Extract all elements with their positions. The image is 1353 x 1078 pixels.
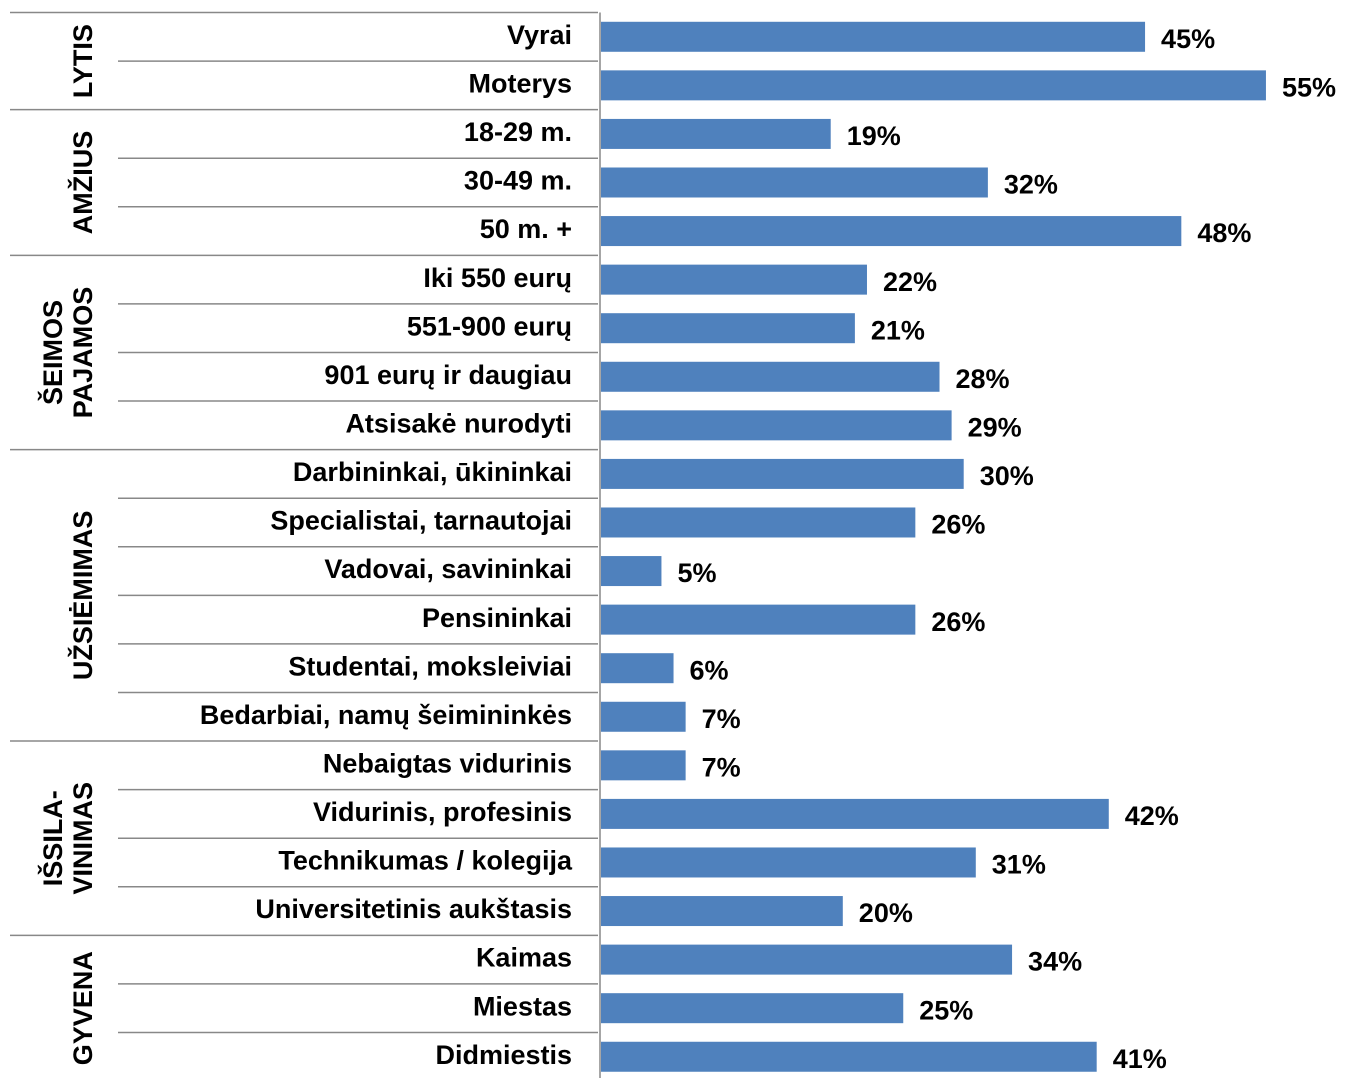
category-label: Nebaigtas vidurinis xyxy=(323,748,572,778)
value-label: 30% xyxy=(980,461,1034,491)
category-label: 18-29 m. xyxy=(464,117,572,147)
category-label: Universitetinis aukštasis xyxy=(255,894,572,924)
category-label: 50 m. + xyxy=(480,214,572,244)
category-label: Vyrai xyxy=(507,20,572,50)
bar xyxy=(601,847,976,878)
category-label: Iki 550 eurų xyxy=(423,263,572,293)
group-label: PAJAMOS xyxy=(68,287,98,419)
category-label: Specialistai, tarnautojai xyxy=(270,506,572,536)
category-label: Moterys xyxy=(468,68,572,98)
bar xyxy=(601,701,686,732)
bar xyxy=(601,750,686,781)
group-label: VINIMAS xyxy=(68,782,98,895)
bar xyxy=(601,993,904,1024)
bar xyxy=(601,798,1109,829)
category-label: Miestas xyxy=(473,991,572,1021)
bar xyxy=(601,264,867,295)
value-label: 45% xyxy=(1161,24,1215,54)
bar xyxy=(601,507,916,538)
bar xyxy=(601,653,674,684)
value-label: 32% xyxy=(1004,170,1058,200)
group-label: UŽSIĖMIMAS xyxy=(67,511,98,681)
bar xyxy=(601,944,1013,975)
bar xyxy=(601,410,952,441)
category-label: Pensininkai xyxy=(422,603,572,633)
value-label: 29% xyxy=(968,412,1022,442)
value-label: 6% xyxy=(690,655,729,685)
bar xyxy=(601,604,916,635)
category-label: Atsisakė nurodyti xyxy=(345,408,572,438)
category-label: Kaimas xyxy=(476,943,572,973)
group-label: LYTIS xyxy=(68,24,98,98)
value-label: 28% xyxy=(956,364,1010,394)
group-label: AMŽIUS xyxy=(67,131,98,235)
bar xyxy=(601,458,964,489)
value-label: 25% xyxy=(919,995,973,1025)
category-label: Vadovai, savininkai xyxy=(324,554,572,584)
value-label: 21% xyxy=(871,315,925,345)
bar xyxy=(601,1041,1097,1072)
value-label: 41% xyxy=(1113,1044,1167,1074)
category-label: 30-49 m. xyxy=(464,166,572,196)
category-label: 901 eurų ir daugiau xyxy=(324,360,572,390)
category-label: Didmiestis xyxy=(435,1040,572,1070)
category-label: Bedarbiai, namų šeimininkės xyxy=(200,700,572,730)
value-label: 19% xyxy=(847,121,901,151)
value-label: 31% xyxy=(992,850,1046,880)
category-label: Studentai, moksleiviai xyxy=(288,651,572,681)
value-label: 48% xyxy=(1197,218,1251,248)
value-label: 42% xyxy=(1125,801,1179,831)
bar xyxy=(601,896,843,927)
value-label: 55% xyxy=(1282,72,1336,102)
category-label: Technikumas / kolegija xyxy=(278,846,573,876)
value-label: 22% xyxy=(883,267,937,297)
value-label: 34% xyxy=(1028,947,1082,977)
group-label: ŠEIMOS xyxy=(37,300,68,405)
group-label: IŠSILA- xyxy=(37,790,68,886)
bar xyxy=(601,361,940,392)
bar xyxy=(601,216,1182,247)
bar xyxy=(601,70,1266,101)
value-label: 7% xyxy=(702,704,741,734)
bar xyxy=(601,118,831,149)
category-label: 551-900 eurų xyxy=(407,311,572,341)
bar xyxy=(601,167,988,198)
category-label: Vidurinis, profesinis xyxy=(313,797,572,827)
value-label: 5% xyxy=(677,558,716,588)
value-label: 7% xyxy=(702,752,741,782)
bar xyxy=(601,556,662,587)
bar xyxy=(601,313,855,344)
category-label: Darbininkai, ūkininkai xyxy=(293,457,572,487)
value-label: 26% xyxy=(931,510,985,540)
bar xyxy=(601,21,1146,52)
value-label: 20% xyxy=(859,898,913,928)
value-label: 26% xyxy=(931,607,985,637)
group-label: GYVENA xyxy=(68,951,98,1065)
